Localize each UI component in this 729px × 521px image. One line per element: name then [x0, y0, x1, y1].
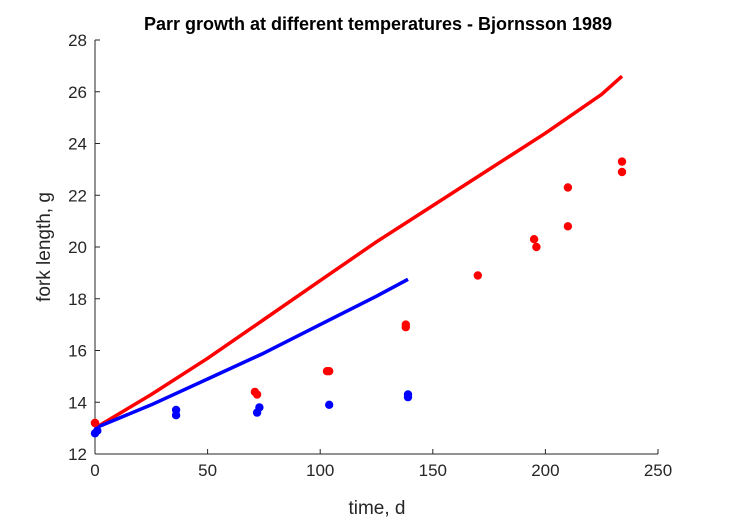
- red-data-point: [325, 367, 334, 376]
- y-axis-label: fork length, g: [34, 192, 55, 302]
- red-data-point: [529, 235, 539, 244]
- blue-data-point: [403, 392, 413, 402]
- x-tick-label: 0: [90, 461, 99, 480]
- red-data-point: [401, 323, 410, 332]
- red-data-point: [473, 271, 482, 280]
- blue-data-point: [255, 403, 264, 412]
- y-tick-label: 14: [68, 393, 87, 412]
- y-tick-label: 16: [68, 342, 87, 361]
- blue-data-point: [93, 426, 102, 435]
- red-data-point: [563, 183, 573, 192]
- y-tick-label: 24: [68, 135, 87, 154]
- red-model-line: [94, 74, 624, 430]
- red-data-point: [252, 390, 262, 399]
- x-tick-label: 50: [198, 461, 217, 480]
- plot-area: [90, 74, 627, 438]
- x-axis-label: time, d: [348, 498, 405, 519]
- y-tick-label: 20: [68, 238, 87, 257]
- x-tick-label: 100: [306, 461, 334, 480]
- x-tick-label: 150: [419, 461, 447, 480]
- y-tick-label: 26: [68, 83, 87, 102]
- x-tick-label: 200: [531, 461, 559, 480]
- x-tick-label: 250: [644, 461, 672, 480]
- chart-title: Parr growth at different temperatures - …: [144, 14, 612, 34]
- red-data-point: [563, 222, 573, 231]
- blue-model-line: [94, 277, 409, 430]
- y-tick-label: 22: [68, 186, 87, 205]
- y-tick-label: 12: [68, 445, 87, 464]
- blue-data-point: [171, 411, 181, 420]
- y-tick-label: 28: [68, 31, 87, 50]
- red-data-point: [617, 157, 627, 166]
- x-axis: 0 50 100 150 200 250: [90, 449, 672, 480]
- red-data-point: [532, 242, 541, 252]
- red-data-point: [617, 167, 627, 177]
- y-tick-label: 18: [68, 290, 87, 309]
- y-axis: 12 14 16 18 20 22 24 26 28: [68, 31, 100, 464]
- red-data-point: [90, 418, 100, 428]
- blue-data-point: [325, 400, 334, 409]
